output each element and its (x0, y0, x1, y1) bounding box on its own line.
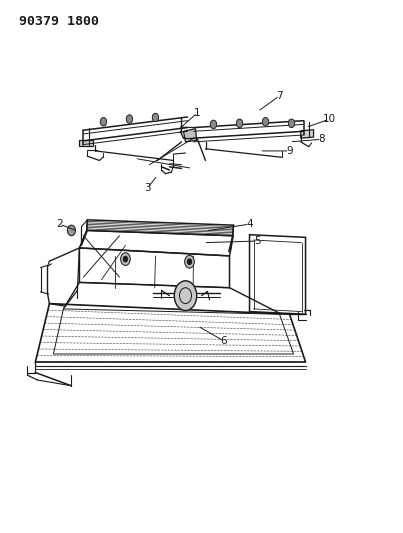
Circle shape (236, 119, 243, 127)
Circle shape (126, 115, 133, 123)
Text: 10: 10 (323, 114, 336, 124)
Circle shape (187, 259, 191, 264)
Text: 3: 3 (144, 183, 151, 193)
Polygon shape (301, 130, 314, 138)
Circle shape (123, 256, 127, 262)
Text: 90379 1800: 90379 1800 (19, 14, 100, 28)
Polygon shape (183, 128, 197, 142)
Circle shape (289, 119, 295, 127)
Circle shape (174, 281, 197, 311)
Circle shape (185, 255, 194, 268)
Text: 8: 8 (318, 134, 325, 144)
Text: 4: 4 (246, 219, 253, 229)
Circle shape (100, 117, 107, 126)
Polygon shape (79, 140, 93, 146)
Circle shape (262, 117, 269, 126)
Text: 6: 6 (220, 336, 227, 346)
Circle shape (152, 114, 159, 122)
Text: 2: 2 (56, 219, 63, 229)
Text: 1: 1 (194, 108, 201, 118)
Text: 7: 7 (276, 91, 283, 101)
Circle shape (210, 120, 217, 128)
Text: 5: 5 (254, 236, 261, 246)
Circle shape (67, 225, 75, 236)
Text: 9: 9 (286, 146, 293, 156)
Circle shape (120, 253, 130, 265)
